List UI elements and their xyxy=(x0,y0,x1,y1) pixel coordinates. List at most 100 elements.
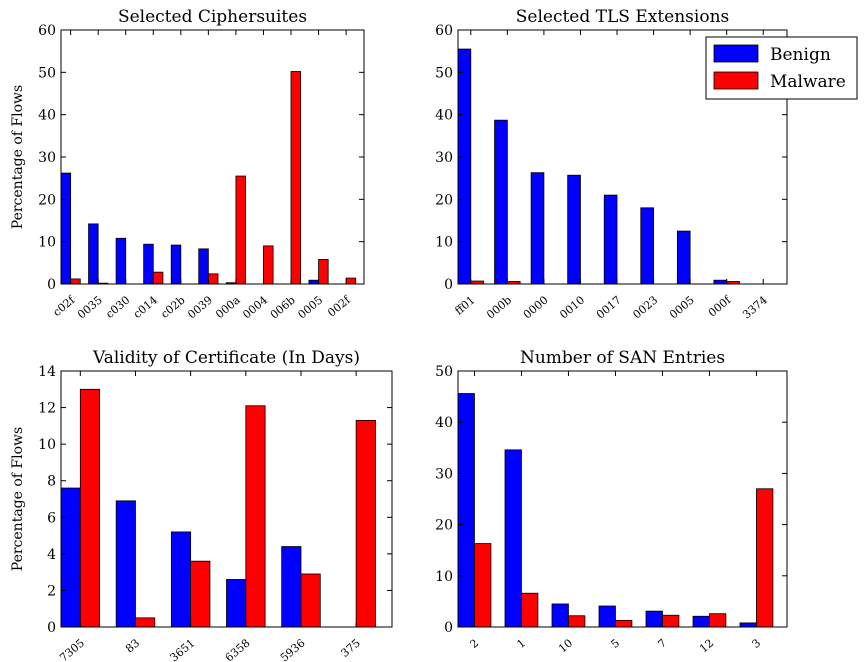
bar-malware-375 xyxy=(355,419,376,628)
ytick-label: 0 xyxy=(444,277,453,293)
legend-label-benign: Benign xyxy=(770,45,831,65)
ytick-label: 10 xyxy=(435,235,453,251)
ytick-label: 0 xyxy=(444,620,453,636)
xtick-label: 0005 xyxy=(667,294,697,322)
xtick-label: 0023 xyxy=(630,294,660,322)
bar-malware-3 xyxy=(756,488,774,628)
xtick-label: 12 xyxy=(697,637,716,656)
bar-benign-0010 xyxy=(567,174,581,285)
bar-benign-3651 xyxy=(170,531,192,628)
bar-malware-6358 xyxy=(245,405,266,628)
ytick-label: 50 xyxy=(435,65,453,81)
bar-malware-0004 xyxy=(263,245,274,285)
xtick-label: 5 xyxy=(608,637,622,651)
bar-malware-3651 xyxy=(190,560,211,628)
xtick-label: 3 xyxy=(749,637,763,651)
xtick-label: 006b xyxy=(268,294,298,322)
bar-benign-1 xyxy=(504,449,522,628)
y-axis-label: Percentage of Flows xyxy=(10,85,26,229)
legend-label-malware: Malware xyxy=(770,72,846,92)
ytick-label: 30 xyxy=(38,150,56,166)
xtick-label: 0004 xyxy=(240,294,270,322)
bar-malware-12 xyxy=(709,613,727,628)
subplot-3: 0 2 4 6 8 10 12 14 7305 83 3651 6358 5936 375 Validity… xyxy=(10,348,393,662)
bar-malware-2 xyxy=(474,543,492,628)
ytick-label: 6 xyxy=(47,510,56,526)
bar-benign-83 xyxy=(115,500,136,628)
ytick-label: 10 xyxy=(38,437,56,453)
ytick-label: 8 xyxy=(47,474,56,490)
ytick-label: 12 xyxy=(38,401,56,417)
xtick-label: 0035 xyxy=(75,294,105,322)
bar-malware-002f xyxy=(345,277,357,285)
ytick-label: 50 xyxy=(38,65,56,81)
xtick-label: 0017 xyxy=(594,294,624,322)
bar-benign-3 xyxy=(739,622,757,628)
xtick-label: 000a xyxy=(213,293,243,321)
subplot-4: 0 10 20 30 40 50 2 1 10 5 7 12 3 Number of SAN Entrie… xyxy=(435,348,788,656)
subplot-title: Selected TLS Extensions xyxy=(516,7,730,27)
xtick-label: 7 xyxy=(655,637,669,651)
ytick-label: 30 xyxy=(435,466,453,482)
xtick-label: 000b xyxy=(484,294,514,322)
bar-benign-0023 xyxy=(640,207,654,285)
xtick-label: 6358 xyxy=(223,637,253,662)
bar-benign-0000 xyxy=(530,172,545,285)
bar-malware-0039 xyxy=(207,273,219,285)
ytick-label: 10 xyxy=(38,235,56,251)
bar-benign-7 xyxy=(645,610,663,628)
bar-benign-c014 xyxy=(143,243,154,285)
bar-benign-10 xyxy=(551,603,569,628)
xtick-label: c030 xyxy=(103,294,132,321)
ytick-label: 30 xyxy=(435,150,453,166)
xtick-label: 002f xyxy=(325,293,353,320)
legend-swatch-malware xyxy=(713,71,759,90)
xtick-label: c02b xyxy=(158,294,187,321)
ytick-label: 40 xyxy=(435,108,453,124)
xtick-label: ff01 xyxy=(452,294,477,318)
bar-malware-7305 xyxy=(79,388,101,628)
bar-benign-0005 xyxy=(308,279,319,285)
ytick-label: 60 xyxy=(38,23,56,39)
ytick-label: 10 xyxy=(435,569,453,585)
axes-frame xyxy=(60,29,365,285)
xtick-label: c014 xyxy=(131,294,160,321)
axes-frame xyxy=(60,370,393,628)
bar-malware-006b xyxy=(290,71,302,285)
bar-benign-5 xyxy=(598,605,616,628)
xtick-label: 10 xyxy=(556,637,575,656)
bar-malware-1 xyxy=(521,592,539,628)
bar-benign-2 xyxy=(457,393,475,628)
bar-benign-000b xyxy=(494,119,508,285)
ytick-label: 40 xyxy=(38,108,56,124)
bar-malware-5936 xyxy=(300,573,321,628)
xtick-label: 375 xyxy=(338,637,362,660)
ytick-label: 50 xyxy=(435,364,453,380)
ytick-label: 20 xyxy=(435,192,453,208)
bar-malware-0005 xyxy=(318,259,329,285)
bar-benign-0039 xyxy=(198,248,209,285)
xtick-label: 0005 xyxy=(295,294,325,322)
bar-benign-5936 xyxy=(281,546,302,628)
ytick-label: 0 xyxy=(47,277,56,293)
ytick-label: 20 xyxy=(38,192,56,208)
bar-benign-6358 xyxy=(226,579,247,628)
xtick-label: 000f xyxy=(706,293,734,320)
xtick-label: 0039 xyxy=(185,294,215,322)
bar-malware-10 xyxy=(568,615,586,628)
bar-benign-0035 xyxy=(88,223,99,285)
ytick-label: 2 xyxy=(47,583,56,599)
xtick-label: 3374 xyxy=(740,294,770,322)
bar-malware-c02f xyxy=(70,278,81,285)
xtick-label: 83 xyxy=(123,637,142,656)
xtick-label: 2 xyxy=(467,637,481,651)
bar-benign-12 xyxy=(692,615,710,628)
ytick-label: 60 xyxy=(435,23,453,39)
xtick-label: c02f xyxy=(50,293,78,319)
ytick-label: 20 xyxy=(435,518,453,534)
ytick-label: 4 xyxy=(47,547,56,563)
bar-benign-0017 xyxy=(603,194,618,285)
y-axis-label: Percentage of Flows xyxy=(10,427,26,571)
bar-malware-83 xyxy=(135,617,156,628)
